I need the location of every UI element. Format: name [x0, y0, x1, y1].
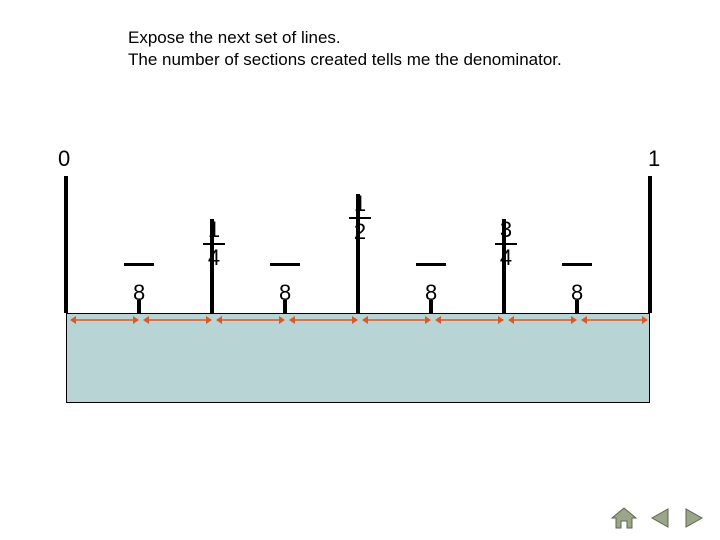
fraction-denominator: 2	[349, 220, 371, 244]
eighth-label: 8	[571, 280, 583, 306]
fraction-numerator: 3	[495, 218, 517, 242]
endpoint-zero: 0	[58, 146, 70, 172]
section-arrow	[143, 313, 212, 327]
eighth-short-tick	[562, 263, 592, 266]
tick	[64, 176, 68, 313]
fraction-one-quarter: 1 4	[203, 218, 225, 270]
section-arrow	[362, 313, 431, 327]
instruction-line-2: The number of sections created tells me …	[128, 50, 562, 70]
eighth-short-tick	[270, 263, 300, 266]
home-icon[interactable]	[610, 506, 638, 530]
section-arrow	[289, 313, 358, 327]
section-arrow	[70, 313, 139, 327]
eighth-short-tick	[416, 263, 446, 266]
section-arrow	[581, 313, 648, 327]
eighth-short-tick	[124, 263, 154, 266]
eighth-label: 8	[279, 280, 291, 306]
fraction-three-quarters: 3 4	[495, 218, 517, 270]
eighth-label: 8	[425, 280, 437, 306]
next-icon[interactable]	[682, 506, 706, 530]
section-arrow	[508, 313, 577, 327]
fraction-denominator: 4	[203, 246, 225, 270]
fraction-numerator: 1	[349, 192, 371, 216]
fraction-numerator: 1	[203, 218, 225, 242]
endpoint-one: 1	[648, 146, 660, 172]
eighth-label: 8	[133, 280, 145, 306]
section-arrow	[435, 313, 504, 327]
tick	[648, 176, 652, 313]
nav-controls	[610, 506, 706, 530]
instruction-line-1: Expose the next set of lines.	[128, 28, 341, 48]
section-arrow	[216, 313, 285, 327]
fraction-one-half: 1 2	[349, 192, 371, 244]
fraction-denominator: 4	[495, 246, 517, 270]
prev-icon[interactable]	[648, 506, 672, 530]
